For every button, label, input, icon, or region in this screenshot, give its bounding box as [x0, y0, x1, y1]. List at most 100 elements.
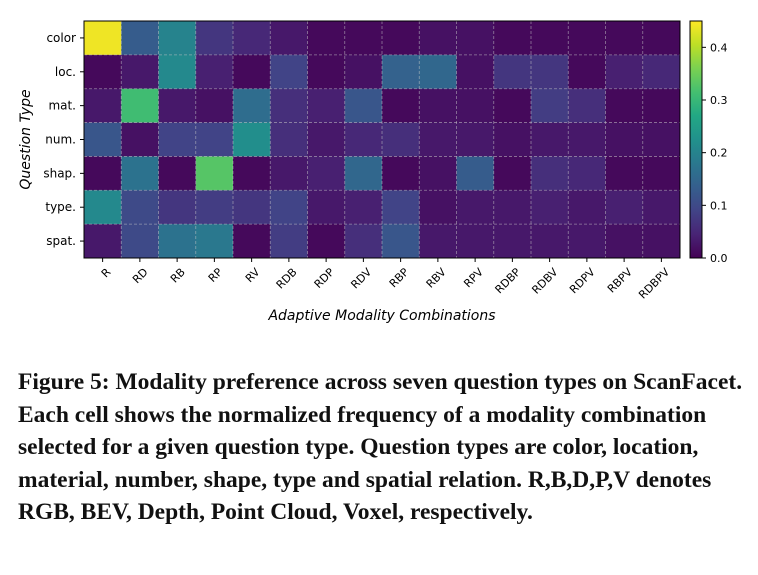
- heatmap-cell: [568, 224, 606, 259]
- heatmap-cell: [493, 156, 532, 191]
- heatmap-cell: [270, 224, 308, 259]
- heatmap-cell: [270, 122, 308, 157]
- heatmap-cell: [531, 54, 569, 90]
- heatmap-cell: [121, 122, 159, 157]
- y-axis-label: Question Type: [18, 89, 34, 189]
- heatmap-cell: [344, 190, 383, 225]
- heatmap-cell: [493, 190, 532, 225]
- heatmap-cell: [382, 190, 420, 225]
- heatmap-cell: [233, 190, 271, 225]
- heatmap-cell: [568, 54, 606, 90]
- heatmap-chart: color loc. mat. num. shap. type. spat. R RD RB RP…: [18, 20, 728, 324]
- heatmap-cell: [158, 21, 197, 56]
- heatmap-cell: [382, 88, 420, 124]
- heatmap-cell: [605, 122, 644, 157]
- x-tick-label: R: [99, 265, 114, 280]
- y-tick-label: loc.: [55, 65, 76, 79]
- heatmap-cell: [531, 224, 569, 259]
- x-tick-label: RDBV: [529, 265, 560, 296]
- heatmap-cell: [233, 224, 271, 259]
- x-tick-label: RDP: [312, 265, 338, 291]
- x-tick-label: RB: [168, 266, 188, 286]
- heatmap-cell: [382, 224, 420, 259]
- heatmap-cell: [344, 122, 383, 157]
- x-tick-label: RD: [130, 266, 151, 287]
- heatmap-cell: [493, 54, 532, 90]
- y-axis-ticks: color loc. mat. num. shap. type. spat.: [43, 31, 84, 248]
- heatmap-cell: [84, 122, 122, 157]
- heatmap-cell: [642, 21, 681, 56]
- heatmap-cell: [605, 88, 644, 124]
- heatmap-cell: [158, 190, 197, 225]
- heatmap-cell: [419, 122, 457, 157]
- heatmap-cell: [158, 54, 197, 90]
- colorbar-ticks: 0.0 0.1 0.2 0.3 0.4: [702, 41, 728, 265]
- y-tick-label: spat.: [46, 234, 76, 248]
- heatmap-cell: [195, 88, 234, 124]
- heatmap-cell: [233, 156, 271, 191]
- heatmap-cell: [456, 88, 495, 124]
- heatmap-cell: [531, 21, 569, 56]
- heatmap-cell: [195, 21, 234, 56]
- x-axis-label: Adaptive Modality Combinations: [267, 308, 495, 324]
- heatmap-cell: [605, 224, 644, 259]
- heatmap-cell: [270, 54, 308, 90]
- heatmap-cells: [84, 21, 681, 259]
- heatmap-cell: [531, 88, 569, 124]
- heatmap-cell: [568, 190, 606, 225]
- x-axis-ticks: R RD RB RP RV RDB RDP RDV RBP RBV RPV RDBP RDBV RDPV R…: [99, 258, 672, 302]
- heatmap-cell: [270, 88, 308, 124]
- heatmap-cell: [493, 224, 532, 259]
- colorbar: [689, 20, 703, 259]
- heatmap-cell: [642, 122, 681, 157]
- heatmap-cell: [419, 21, 457, 56]
- heatmap-cell: [233, 88, 271, 124]
- heatmap-cell: [344, 88, 383, 124]
- heatmap-cell: [419, 54, 457, 90]
- heatmap-cell: [568, 122, 606, 157]
- x-tick-label: RP: [206, 265, 226, 285]
- heatmap-cell: [382, 21, 420, 56]
- heatmap-cell: [195, 122, 234, 157]
- figure-caption: Figure 5: Modality preference across sev…: [18, 369, 743, 525]
- heatmap-cell: [568, 21, 606, 56]
- heatmap-cell: [419, 156, 457, 191]
- heatmap-cell: [270, 190, 308, 225]
- heatmap-cell: [605, 190, 644, 225]
- colorbar-tick-label: 0.0: [710, 252, 728, 265]
- heatmap-cell: [382, 156, 420, 191]
- y-tick-label: shap.: [43, 166, 76, 180]
- heatmap-cell: [195, 190, 234, 225]
- heatmap-cell: [642, 88, 681, 124]
- heatmap-cell: [419, 224, 457, 259]
- colorbar-tick-label: 0.3: [710, 94, 728, 107]
- heatmap-cell: [456, 156, 495, 191]
- y-tick-label: mat.: [48, 99, 76, 113]
- y-tick-label: num.: [45, 133, 76, 147]
- heatmap-cell: [307, 156, 346, 191]
- heatmap-cell: [493, 21, 532, 56]
- heatmap-cell: [270, 156, 308, 191]
- heatmap-cell: [344, 21, 383, 56]
- x-tick-label: RBV: [424, 265, 449, 290]
- heatmap-cell: [233, 54, 271, 90]
- heatmap-cell: [307, 88, 346, 124]
- heatmap-cell: [195, 224, 234, 259]
- x-tick-label: RDBP: [493, 265, 524, 296]
- heatmap-cell: [121, 224, 159, 259]
- heatmap-cell: [456, 190, 495, 225]
- heatmap-cell: [84, 88, 122, 124]
- heatmap-cell: [382, 54, 420, 90]
- x-tick-label: RBP: [387, 265, 412, 290]
- colorbar-tick-label: 0.2: [710, 147, 728, 160]
- heatmap-cell: [344, 156, 383, 191]
- heatmap-cell: [307, 224, 346, 259]
- heatmap-cell: [307, 54, 346, 90]
- heatmap-cell: [195, 156, 234, 191]
- heatmap-cell: [456, 224, 495, 259]
- heatmap-cell: [233, 21, 271, 56]
- heatmap-cell: [642, 54, 681, 90]
- heatmap-cell: [456, 54, 495, 90]
- heatmap-cell: [121, 88, 159, 124]
- heatmap-cell: [642, 224, 681, 259]
